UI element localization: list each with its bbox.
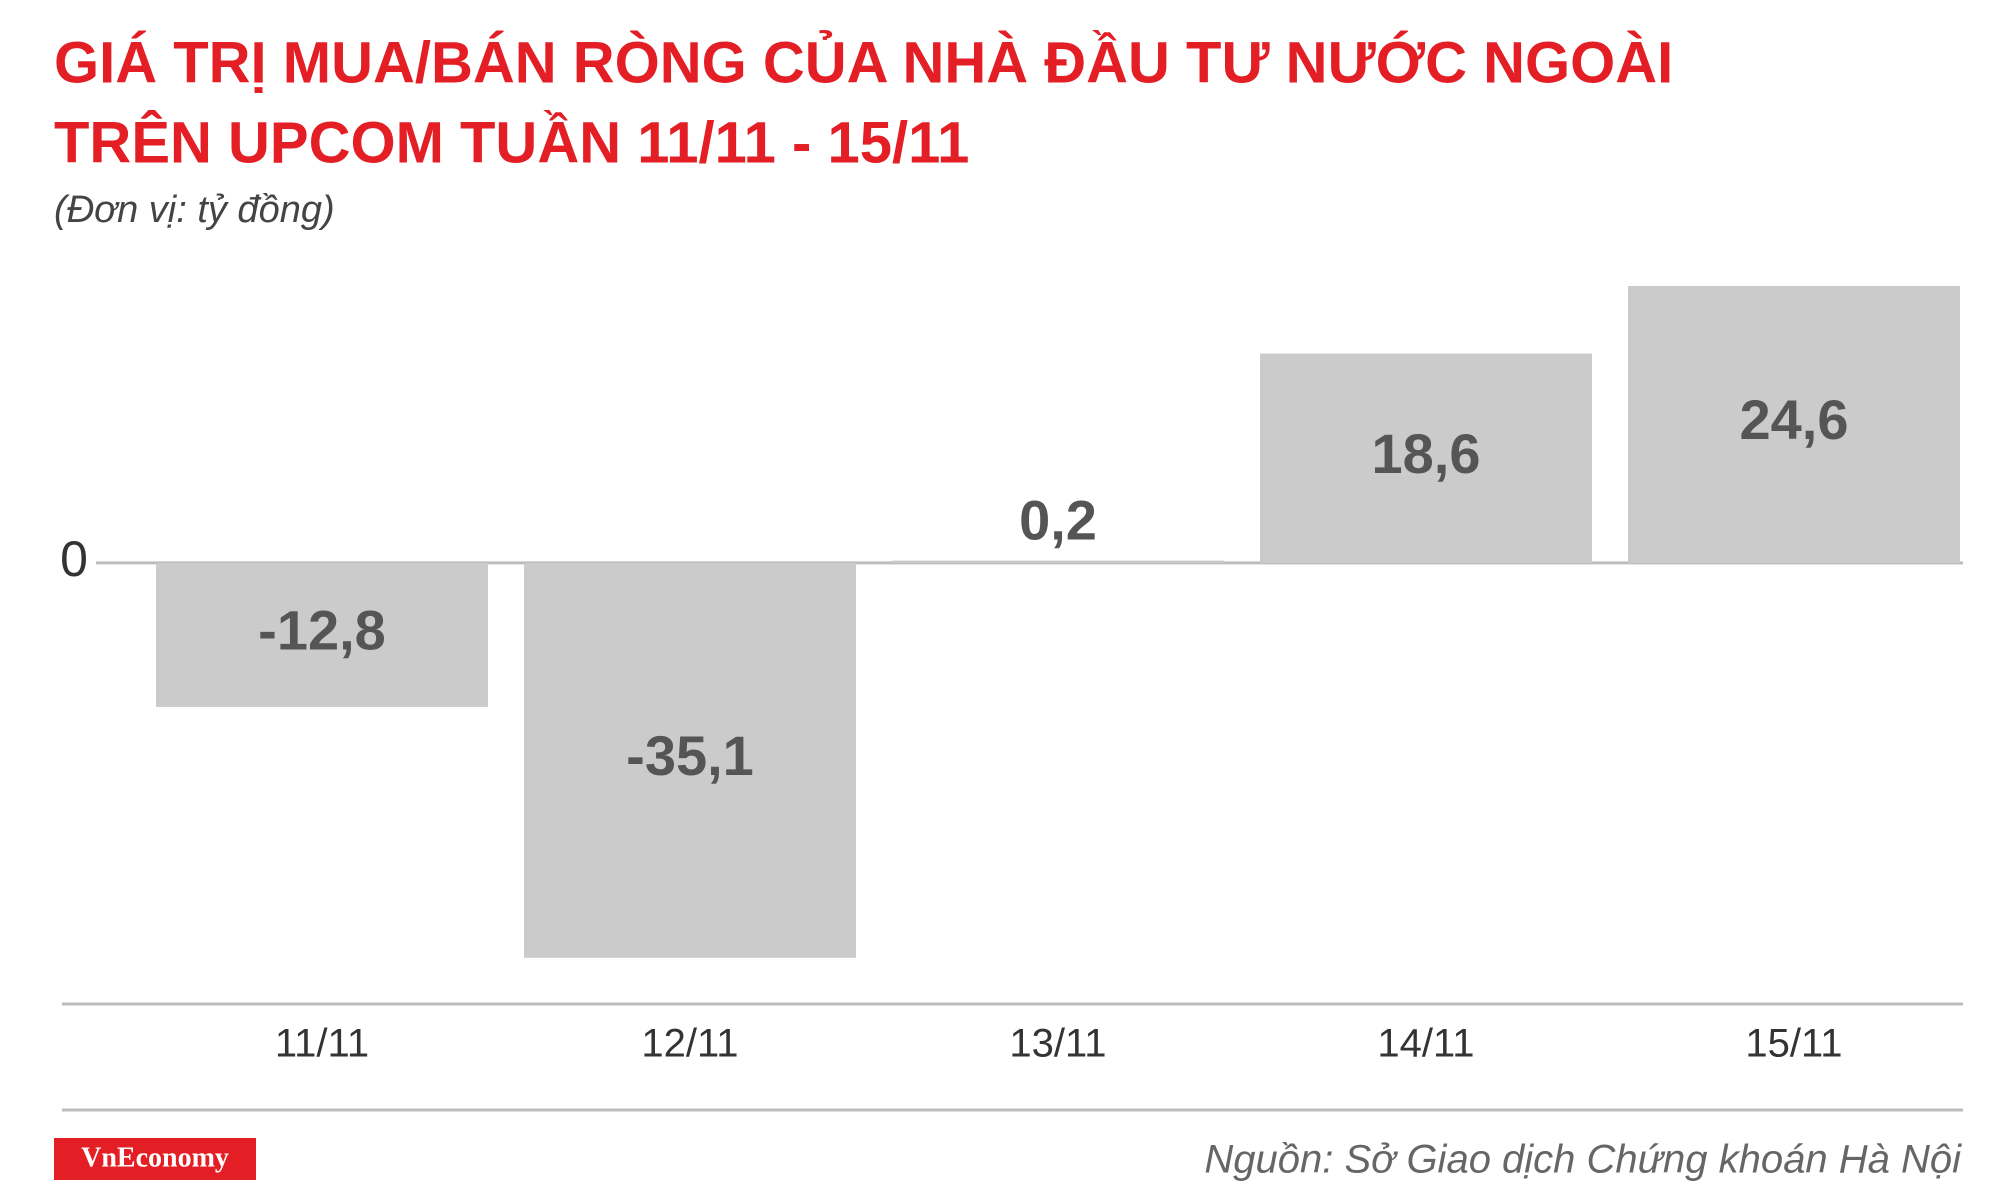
x-tick-label: 11/11 xyxy=(275,1022,369,1066)
bar xyxy=(892,560,1224,563)
y-tick-label: 0 xyxy=(60,531,88,587)
bar xyxy=(156,562,488,707)
x-tick-label: 15/11 xyxy=(1745,1022,1842,1066)
chart-subtitle: (Đơn vị: tỷ đồng) xyxy=(54,189,335,231)
logo: VnEconomy xyxy=(81,1142,229,1173)
bar xyxy=(1628,286,1960,563)
bar xyxy=(1260,353,1592,563)
source: Nguồn: Sở Giao dịch Chứng khoán Hà Nội xyxy=(1204,1138,1962,1182)
bar xyxy=(524,562,856,958)
value-label: -12,8 xyxy=(258,599,386,662)
value-label: -35,1 xyxy=(626,724,754,787)
value-label: 0,2 xyxy=(1019,488,1097,551)
value-label: 18,6 xyxy=(1372,422,1481,485)
x-tick-label: 12/11 xyxy=(641,1022,738,1066)
logo-box xyxy=(54,1138,256,1180)
value-label: 24,6 xyxy=(1740,388,1849,451)
chart-title: GIÁ TRỊ MUA/BÁN RÒNG CỦA NHÀ ĐẦU TƯ NƯỚC… xyxy=(54,30,1673,95)
chart-title: TRÊN UPCOM TUẦN 11/11 - 15/11 xyxy=(54,110,969,175)
x-tick-label: 14/11 xyxy=(1377,1022,1474,1066)
x-tick-label: 13/11 xyxy=(1009,1022,1106,1066)
